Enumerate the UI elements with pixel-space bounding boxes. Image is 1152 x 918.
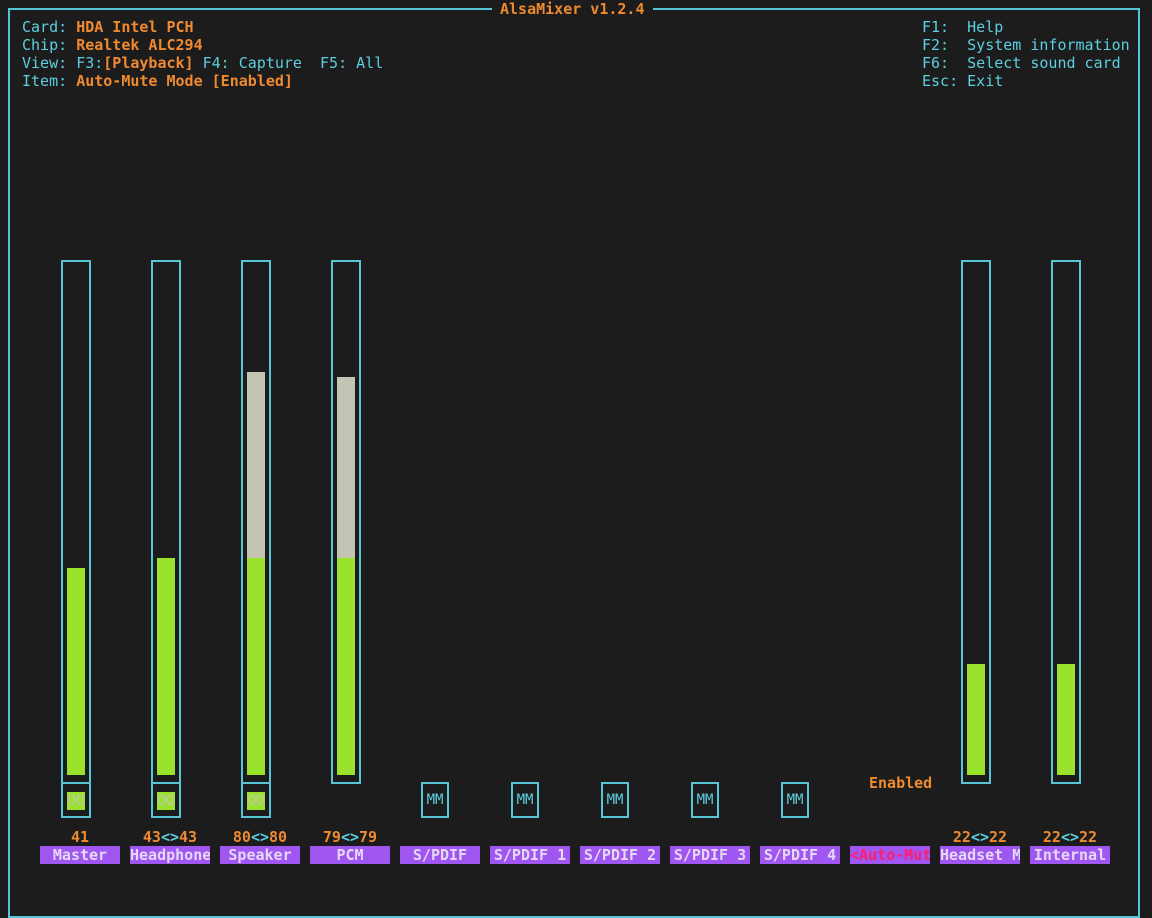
control-label[interactable]: Headphone — [130, 846, 210, 864]
control-label[interactable]: S/PDIF — [400, 846, 480, 864]
volume-value: 22<>22 — [1025, 828, 1115, 846]
control-label[interactable]: Master — [40, 846, 120, 864]
volume-right: 79 — [359, 828, 378, 846]
mute-toggle[interactable]: OO — [151, 782, 181, 818]
help-esc[interactable]: Esc: Exit — [922, 72, 1004, 90]
mute-state: OO — [247, 792, 265, 810]
control-label[interactable]: <Auto-Mute> — [850, 846, 930, 864]
volume-value: 80<>80 — [215, 828, 305, 846]
volume-right: 43 — [179, 828, 198, 846]
volume-level-high-fill — [247, 372, 265, 558]
volume-slider[interactable] — [331, 260, 361, 784]
help-f1[interactable]: F1: Help — [922, 18, 1004, 36]
volume-value: 41 — [35, 828, 125, 846]
volume-level-fill — [67, 568, 85, 775]
view-playback[interactable]: [Playback] — [103, 54, 194, 72]
volume-left: 41 — [70, 828, 90, 846]
volume-slider[interactable] — [1051, 260, 1081, 784]
volume-level-fill — [157, 558, 175, 775]
volume-slider[interactable] — [241, 260, 271, 784]
volume-right: 80 — [269, 828, 288, 846]
volume-level-fill — [337, 558, 355, 775]
item-value: Auto-Mute Mode [Enabled] — [76, 72, 293, 90]
card-line: Card: HDA Intel PCH — [22, 18, 194, 36]
volume-link-arrows: <> — [1060, 828, 1080, 846]
control-label[interactable]: Internal — [1030, 846, 1110, 864]
volume-level-fill — [1057, 664, 1075, 775]
item-label: Item: — [22, 72, 68, 90]
volume-level-high-fill — [337, 377, 355, 558]
window-title: AlsaMixer v1.2.4 — [492, 0, 653, 18]
volume-left: 22 — [1042, 828, 1061, 846]
switch-toggle[interactable]: MM — [781, 782, 809, 818]
chip-value: Realtek ALC294 — [76, 36, 203, 54]
volume-value: 43<>43 — [125, 828, 215, 846]
control-label[interactable]: Speaker — [220, 846, 300, 864]
control-label[interactable]: Headset M — [940, 846, 1020, 864]
view-label: View: — [22, 54, 68, 72]
switch-toggle[interactable]: MM — [421, 782, 449, 818]
item-line: Item: Auto-Mute Mode [Enabled] — [22, 72, 293, 90]
volume-value: 79<>79 — [305, 828, 395, 846]
volume-level-fill — [247, 558, 265, 775]
control-label[interactable]: S/PDIF 4 — [760, 846, 840, 864]
control-label[interactable]: S/PDIF 1 — [490, 846, 570, 864]
enum-state[interactable]: Enabled — [869, 774, 933, 792]
control-label[interactable]: S/PDIF 2 — [580, 846, 660, 864]
mute-state: OO — [157, 792, 175, 810]
volume-left: 22 — [952, 828, 971, 846]
card-value: HDA Intel PCH — [76, 18, 194, 36]
chip-label: Chip: — [22, 36, 68, 54]
control-label[interactable]: S/PDIF 3 — [670, 846, 750, 864]
help-f6[interactable]: F6: Select sound card — [922, 54, 1121, 72]
volume-slider[interactable] — [61, 260, 91, 784]
view-f3-key[interactable]: F3: — [76, 54, 104, 72]
volume-level-fill — [967, 664, 985, 775]
volume-slider[interactable] — [961, 260, 991, 784]
volume-link-arrows: <> — [160, 828, 180, 846]
switch-toggle[interactable]: MM — [601, 782, 629, 818]
view-capture[interactable]: F4: Capture — [202, 54, 302, 72]
mute-toggle[interactable]: OO — [241, 782, 271, 818]
card-label: Card: — [22, 18, 68, 36]
mute-toggle[interactable]: OO — [61, 782, 91, 818]
switch-toggle[interactable]: MM — [691, 782, 719, 818]
mute-state: OO — [67, 792, 85, 810]
volume-link-arrows: <> — [250, 828, 270, 846]
help-f2[interactable]: F2: System information — [922, 36, 1130, 54]
volume-link-arrows: <> — [340, 828, 360, 846]
volume-right: 22 — [989, 828, 1008, 846]
chip-line: Chip: Realtek ALC294 — [22, 36, 203, 54]
volume-left: 80 — [232, 828, 251, 846]
view-line: View: F3:[Playback] F4: Capture F5: All — [22, 54, 383, 72]
volume-right: 22 — [1079, 828, 1098, 846]
control-label[interactable]: PCM — [310, 846, 390, 864]
volume-value: 22<>22 — [935, 828, 1025, 846]
volume-link-arrows: <> — [970, 828, 990, 846]
volume-slider[interactable] — [151, 260, 181, 784]
view-all[interactable]: F5: All — [320, 54, 384, 72]
switch-toggle[interactable]: MM — [511, 782, 539, 818]
volume-left: 43 — [142, 828, 161, 846]
volume-left: 79 — [322, 828, 341, 846]
